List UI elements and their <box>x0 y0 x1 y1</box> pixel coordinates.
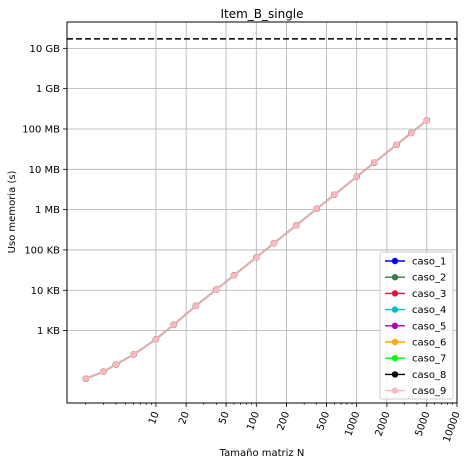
legend-label-caso_4: caso_4 <box>412 305 446 316</box>
legend-label-caso_7: caso_7 <box>412 354 446 365</box>
legend-swatch-marker <box>391 371 399 378</box>
data-point-caso_9 <box>423 117 430 124</box>
y-tick-label: 1 GB <box>36 84 60 95</box>
legend-label-caso_2: caso_2 <box>412 273 446 284</box>
data-point-caso_9 <box>313 205 320 213</box>
data-point-caso_9 <box>130 351 137 358</box>
data-point-caso_9 <box>270 240 278 247</box>
y-tick-label: 1 MB <box>35 205 60 216</box>
legend-label-caso_9: caso_9 <box>412 386 446 397</box>
plot-frame <box>66 21 458 404</box>
legend-label-caso_6: caso_6 <box>412 338 446 349</box>
data-point-caso_9 <box>253 254 260 261</box>
x-tick-label: 50 <box>217 410 232 426</box>
legend-swatch-marker <box>391 338 399 346</box>
legend-swatch-marker <box>391 387 399 394</box>
series-layer <box>82 117 430 382</box>
data-point-caso_9 <box>331 191 338 198</box>
legend-box <box>379 251 454 400</box>
y-tick-label: 10 MB <box>29 165 61 176</box>
data-point-caso_9 <box>371 159 378 166</box>
data-point-caso_9 <box>100 368 107 375</box>
data-point-caso_9 <box>170 321 177 328</box>
chart-title: Item_B_single <box>220 7 303 21</box>
legend-swatch-marker <box>391 274 399 281</box>
legend-swatch-marker <box>391 322 399 329</box>
y-tick-label: 100 MB <box>22 124 60 135</box>
data-point-caso_9 <box>353 173 360 180</box>
data-point-caso_9 <box>192 302 200 310</box>
x-tick-label: 20 <box>177 410 192 426</box>
data-point-caso_9 <box>213 286 220 293</box>
data-point-caso_9 <box>82 375 89 382</box>
x-tick-label: 10 <box>147 410 162 426</box>
data-point-caso_9 <box>293 222 300 229</box>
legend-swatch-marker <box>391 355 399 362</box>
data-point-caso_9 <box>152 336 160 343</box>
data-point-caso_9 <box>230 272 238 279</box>
legend-label-caso_1: caso_1 <box>412 257 446 268</box>
y-tick-label: 100 KB <box>24 245 60 256</box>
legend-label-caso_3: caso_3 <box>412 289 446 300</box>
y-axis-label: Uso memoria (s) <box>7 171 18 254</box>
legend-swatch-marker <box>391 306 399 313</box>
y-tick-label: 1 KB <box>37 326 60 337</box>
data-point-caso_9 <box>408 129 415 137</box>
legend: caso_1 caso_2 caso_3 caso_4 caso_5 caso_6caso… <box>379 251 454 400</box>
data-point-caso_9 <box>393 141 400 148</box>
data-point-caso_9 <box>112 361 120 368</box>
legend-swatch-marker <box>391 290 399 297</box>
legend-label-caso_5: caso_5 <box>412 321 446 332</box>
legend-label-caso_8: caso_8 <box>412 370 446 381</box>
y-tick-label: 10 GB <box>29 44 60 55</box>
legend-swatch-marker <box>391 257 399 265</box>
y-tick-label: 10 KB <box>31 286 60 297</box>
y-axis: 1 KB 10 KB 100 KB 1 MB 10 MB 100 MB 1 GB 10 GB <box>22 44 67 337</box>
x-axis-label: Tamaño matriz N <box>219 448 305 459</box>
